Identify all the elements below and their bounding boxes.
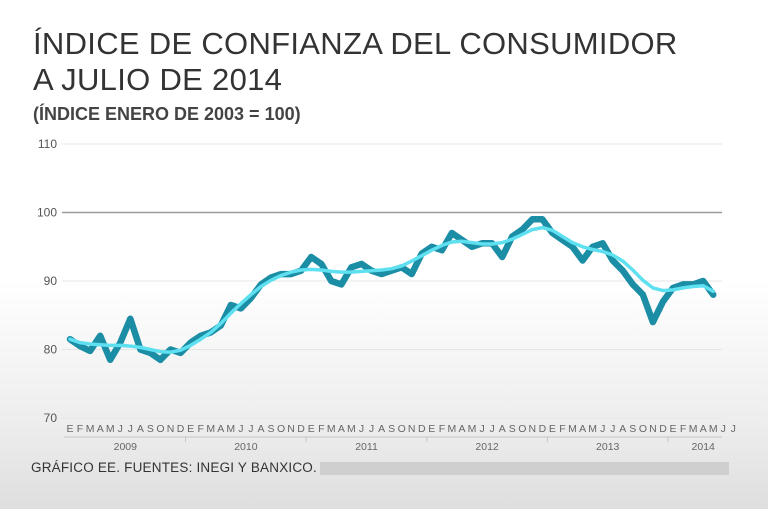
month-label-2013-9: S [629,423,636,435]
year-label-2009: 2009 [114,441,138,453]
month-label-2014-4: A [700,423,707,435]
month-label-2011-7: J [369,423,374,435]
month-label-2010-11: N [287,423,295,435]
month-label-2013-11: N [649,423,657,435]
month-label-2009-6: J [118,423,123,435]
month-label-2010-2: F [197,423,203,435]
month-label-2010-12: D [297,423,305,435]
month-label-2011-12: D [418,423,426,435]
month-label-2014-1: E [669,423,676,435]
month-label-2009-3: M [86,423,95,435]
year-label-2011: 2011 [355,441,378,453]
year-label-2010: 2010 [234,441,258,453]
y-tick-label-100: 100 [37,206,57,220]
month-label-2012-11: N [529,423,537,435]
month-label-2014-3: M [689,423,698,435]
month-label-2010-3: M [206,423,215,435]
title-line-1: ÍNDICE DE CONFIANZA DEL CONSUMIDOR [33,26,678,61]
y-tick-label-80: 80 [44,343,58,357]
month-label-2013-6: J [600,423,605,435]
month-label-2012-1: E [428,423,435,435]
month-label-2013-5: M [588,423,597,435]
month-label-2013-1: E [549,423,556,435]
month-label-2009-7: J [128,423,133,435]
month-label-2010-5: M [226,423,235,435]
series-line-tendencia [68,225,715,354]
month-label-2011-4: A [338,423,345,435]
month-label-2012-10: O [518,423,526,435]
title-line-2: A JULIO DE 2014 [33,62,283,97]
month-label-2012-6: J [479,423,484,435]
month-label-2011-5: M [347,423,356,435]
source-note: GRÁFICO EE. FUENTES: INEGI Y BANXICO. [31,460,317,475]
month-label-2009-12: D [177,423,185,435]
year-label-2014: 2014 [692,441,716,453]
month-label-2012-7: J [489,423,494,435]
month-label-2012-8: A [499,423,506,435]
month-label-2011-11: N [408,423,416,435]
month-label-2009-4: A [97,423,104,435]
month-label-2013-3: M [568,423,577,435]
month-label-2013-2: F [559,423,565,435]
month-label-2011-10: O [398,423,406,435]
month-label-2009-10: O [156,423,164,435]
month-label-2013-4: A [579,423,586,435]
month-label-2010-10: O [277,423,285,435]
month-label-2012-5: M [468,423,477,435]
month-label-2009-11: N [167,423,175,435]
month-label-2010-8: A [257,423,264,435]
month-label-2010-1: E [187,423,194,435]
month-label-2013-12: D [659,423,667,435]
month-label-2011-2: F [318,423,324,435]
month-label-2011-3: M [327,423,336,435]
month-label-2009-9: S [147,423,154,435]
footer-bar [320,462,729,475]
month-label-2014-6: J [721,423,726,435]
y-tick-label-70: 70 [44,411,58,425]
month-label-2011-8: A [378,423,385,435]
month-label-2011-9: S [388,423,395,435]
month-label-2013-10: O [639,423,647,435]
month-label-2012-9: S [509,423,516,435]
month-label-2014-5: M [709,423,718,435]
month-label-2012-2: F [439,423,445,435]
month-label-2009-8: A [137,423,144,435]
chart-title: ÍNDICE DE CONFIANZA DEL CONSUMIDOR A JUL… [33,26,678,98]
month-label-2012-12: D [539,423,547,435]
month-label-2010-9: S [267,423,274,435]
month-label-2009-2: F [77,423,83,435]
month-label-2014-7: J [731,423,736,435]
month-label-2013-7: J [610,423,615,435]
year-label-2013: 2013 [596,441,620,453]
month-label-2014-2: F [680,423,686,435]
month-label-2010-4: A [217,423,224,435]
month-label-2009-1: E [66,423,73,435]
month-label-2011-6: J [359,423,364,435]
y-tick-label-110: 110 [38,137,57,151]
month-label-2012-4: A [458,423,465,435]
month-label-2012-3: M [448,423,457,435]
month-label-2011-1: E [308,423,315,435]
chart-subtitle: (ÍNDICE ENERO DE 2003 = 100) [33,104,301,124]
y-tick-label-90: 90 [44,274,58,288]
month-label-2013-8: A [619,423,626,435]
series-line-indice [66,216,717,364]
month-label-2010-6: J [238,423,243,435]
month-label-2010-7: J [248,423,253,435]
month-label-2009-5: M [106,423,115,435]
year-label-2012: 2012 [475,441,499,453]
